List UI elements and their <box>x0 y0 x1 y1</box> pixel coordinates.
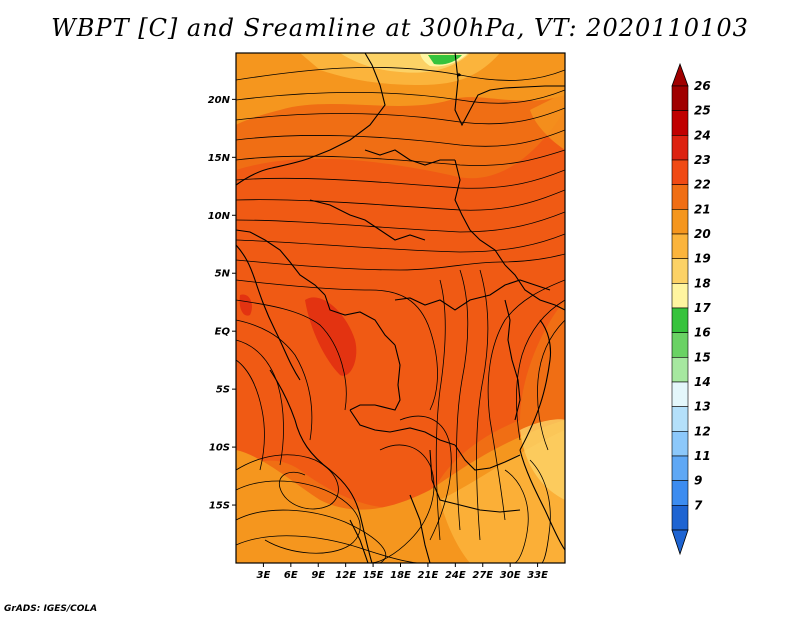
chart-title: WBPT [C] and Sreamline at 300hPa, VT: 20… <box>51 14 749 42</box>
colorbar-swatch <box>671 381 689 407</box>
grads-credit: GrADS: IGES/COLA <box>4 604 98 614</box>
colorbar-label: 13 <box>694 400 711 414</box>
colorbar-swatch <box>671 85 689 111</box>
lon-tick-label: 24E <box>445 570 466 581</box>
colorbar-swatch <box>671 209 689 235</box>
lat-tick-label: 15N <box>208 153 231 164</box>
lat-tick-label: 10N <box>208 211 231 222</box>
colorbar: 26 25 24 23 22 21 20 19 18 17 16 15 14 13 12 11 9 7 <box>671 62 711 556</box>
colorbar-swatch <box>671 455 689 481</box>
colorbar-label: 23 <box>694 153 711 167</box>
latitude-axis: 20N 15N 10N 5N EQ 5S 10S 15S <box>208 95 236 512</box>
colorbar-label: 16 <box>694 326 711 340</box>
lat-tick-label: 5S <box>216 385 230 396</box>
wbpt-field-shading <box>236 53 565 563</box>
colorbar-label: 15 <box>694 350 711 364</box>
lon-tick-label: 9E <box>311 570 325 581</box>
colorbar-label: 21 <box>694 202 711 216</box>
colorbar-label: 26 <box>694 79 711 93</box>
lat-tick-label: EQ <box>215 327 231 338</box>
colorbar-swatch <box>671 431 689 457</box>
map-plot-area <box>235 52 566 564</box>
colorbar-label: 11 <box>694 449 711 463</box>
country-borders <box>236 53 565 563</box>
lon-tick-label: 27E <box>472 570 493 581</box>
colorbar-swatch <box>671 307 689 333</box>
colorbar-label: 19 <box>694 252 711 266</box>
longitude-axis: 3E 6E 9E 12E 15E 18E 21E 24E 27E 30E 33E <box>257 563 548 581</box>
colorbar-swatch <box>671 357 689 383</box>
colorbar-swatch <box>671 406 689 432</box>
lat-tick-label: 5N <box>215 269 231 280</box>
colorbar-label: 12 <box>694 424 711 438</box>
colorbar-swatch <box>671 159 689 185</box>
colorbar-swatch <box>671 258 689 284</box>
colorbar-label: 9 <box>694 474 702 488</box>
colorbar-bottom-arrow <box>671 529 689 556</box>
colorbar-swatch <box>671 480 689 506</box>
colorbar-swatch <box>671 135 689 161</box>
lon-tick-label: 33E <box>527 570 548 581</box>
lon-tick-label: 12E <box>335 570 356 581</box>
colorbar-swatch <box>671 184 689 210</box>
lon-tick-label: 30E <box>500 570 521 581</box>
colorbar-swatch <box>671 110 689 136</box>
streamlines <box>236 66 565 563</box>
colorbar-swatch <box>671 505 689 531</box>
colorbar-label: 22 <box>694 178 711 192</box>
colorbar-swatch <box>671 332 689 358</box>
lon-tick-label: 15E <box>363 570 384 581</box>
lat-tick-label: 15S <box>209 501 230 512</box>
lat-tick-label: 10S <box>209 443 230 454</box>
lon-tick-label: 18E <box>390 570 411 581</box>
colorbar-label: 7 <box>694 498 703 512</box>
lat-tick-label: 20N <box>208 95 231 106</box>
lon-tick-label: 3E <box>257 570 271 581</box>
colorbar-label: 24 <box>694 128 711 142</box>
lon-tick-label: 21E <box>418 570 439 581</box>
colorbar-label: 17 <box>694 301 711 315</box>
colorbar-label: 25 <box>694 104 711 118</box>
colorbar-swatch <box>671 283 689 309</box>
colorbar-swatch <box>671 233 689 259</box>
colorbar-top-arrow <box>671 62 689 87</box>
lon-tick-label: 6E <box>284 570 298 581</box>
colorbar-label: 14 <box>694 375 711 389</box>
colorbar-label: 20 <box>694 227 711 241</box>
colorbar-label: 18 <box>694 276 711 290</box>
